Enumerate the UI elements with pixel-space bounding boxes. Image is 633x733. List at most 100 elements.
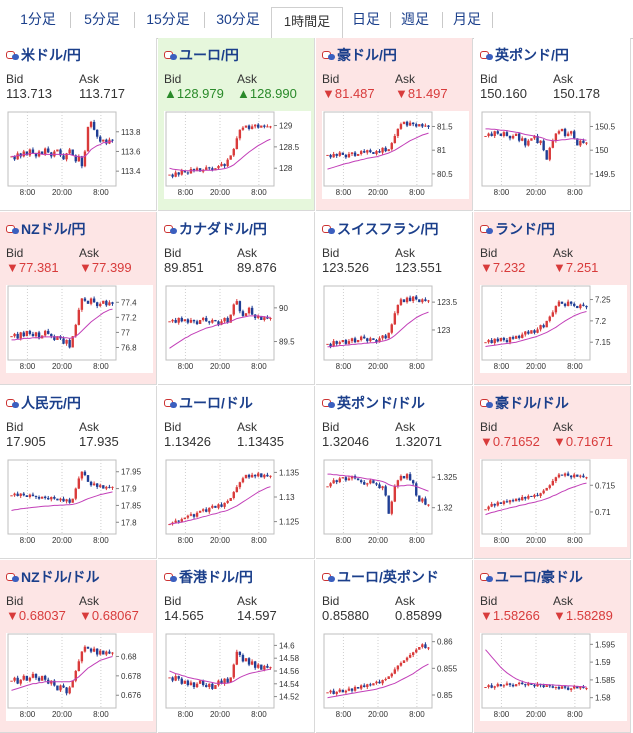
pair-name: 英ポンド/円 (495, 47, 569, 63)
pair-title-link[interactable]: NZドル/円 (6, 219, 86, 239)
candle-body (223, 163, 226, 167)
pair-title-link[interactable]: 香港ドル/円 (164, 567, 253, 587)
bid-value: ▼81.487 (322, 86, 375, 101)
candle-body (372, 338, 375, 340)
candlestick-chart[interactable]: 0.715 0.71 8:00 20:00 8:00 (480, 459, 627, 547)
ask-label: Ask (395, 594, 416, 608)
ask-label: Ask (79, 72, 100, 86)
rate-panel[interactable]: カナダドル/円 Bid Ask 89.851 89.876 90 89.5 8:00 20:00… (158, 212, 315, 385)
pair-title-link[interactable]: NZドル/ドル (6, 567, 100, 587)
pair-title-link[interactable]: 英ポンド/円 (480, 45, 569, 65)
candle-body (338, 152, 341, 156)
candle-body (508, 683, 512, 685)
candle-body (514, 498, 518, 502)
x-tick-label: 8:00 (336, 362, 352, 371)
candlestick-chart[interactable]: 90 89.5 8:00 20:00 8:00 (164, 285, 311, 373)
rate-panel[interactable]: NZドル/円 Bid Ask ▼77.381 ▼77.399 77.4 77.2 77 76.8… (0, 212, 157, 385)
tab-1hour[interactable]: 1時間足 (271, 7, 343, 39)
candlestick-chart[interactable]: 0.86 0.855 0.85 8:00 20:00 8:00 (322, 633, 469, 721)
rate-panel[interactable]: ランド/円 Bid Ask ▼7.232 ▼7.251 7.25 7.2 7.15 8:00 20… (474, 212, 631, 385)
tab-daily[interactable]: 日足 (352, 11, 380, 27)
candle-body (105, 139, 108, 144)
pair-title-link[interactable]: スイスフラン/円 (322, 219, 438, 239)
rate-panel[interactable]: 香港ドル/円 Bid Ask 14.565 14.597 14.6 14.58 14.56 14… (158, 560, 315, 733)
pair-title-link[interactable]: 豪ドル/ドル (480, 393, 569, 413)
candle-body (375, 483, 378, 485)
x-tick-label: 8:00 (178, 536, 194, 545)
candle-body (22, 675, 25, 680)
moving-average-line (485, 311, 587, 347)
candle-body (332, 341, 335, 347)
candlestick-chart[interactable]: 7.25 7.2 7.15 8:00 20:00 8:00 (480, 285, 627, 373)
tab-weekly[interactable]: 週足 (401, 11, 429, 27)
candlestick-chart[interactable]: 123.5 123 8:00 20:00 8:00 (322, 285, 469, 373)
tab-15min[interactable]: 15分足 (146, 11, 190, 27)
pair-title-link[interactable]: 米ドル/円 (6, 45, 81, 65)
pair-title-link[interactable]: ユーロ/円 (164, 45, 239, 65)
pair-title-link[interactable]: ユーロ/ドル (164, 393, 253, 413)
candle-body (195, 683, 199, 687)
pair-title-link[interactable]: 豪ドル/円 (322, 45, 397, 65)
rate-panel[interactable]: 英ポンド/円 Bid Ask 150.160 150.178 150.5 150 149.5 8… (474, 38, 631, 211)
candle-body (183, 517, 187, 520)
rate-panel[interactable]: 米ドル/円 Bid Ask 113.713 113.717 113.8 113.6 113.4… (0, 38, 157, 211)
rate-panel[interactable]: スイスフラン/円 Bid Ask 123.526 123.551 123.5 123 8:00… (316, 212, 473, 385)
candlestick-chart[interactable]: 1.325 1.32 8:00 20:00 8:00 (322, 459, 469, 547)
rate-panel[interactable]: NZドル/ドル Bid Ask ▼0.68037 ▼0.68067 0.68 0.678 0.… (0, 560, 157, 733)
pair-title-link[interactable]: 人民元/円 (6, 393, 81, 413)
candle-body (174, 520, 177, 523)
candle-body (241, 655, 245, 662)
rate-panel[interactable]: 豪ドル/円 Bid Ask ▼81.487 ▼81.497 81.5 81 80.5 8:00 2… (316, 38, 473, 211)
ask-label: Ask (237, 246, 258, 260)
x-tick-label: 8:00 (494, 362, 510, 371)
moving-average-line (11, 491, 113, 511)
candle-body (490, 133, 493, 136)
candlestick-chart[interactable]: 129 128.5 128 8:00 20:00 8:00 (164, 111, 311, 199)
candle-body (554, 477, 558, 481)
candlestick-chart[interactable]: 1.595 1.59 1.585 1.58 8:00 20:00 8:00 (480, 633, 627, 721)
candle-body (332, 153, 335, 158)
candle-body (505, 683, 509, 686)
pair-title-link[interactable]: ユーロ/豪ドル (480, 567, 583, 587)
rate-panel[interactable]: 人民元/円 Bid Ask 17.905 17.935 17.95 17.9 17.85 17.… (0, 386, 157, 559)
candlestick-chart[interactable]: 150.5 150 149.5 8:00 20:00 8:00 (480, 111, 627, 199)
bid-value: 1.13426 (164, 434, 211, 449)
candlestick-chart[interactable]: 14.6 14.58 14.56 14.54 14.52 8:00 20:00 8:00 (164, 633, 311, 721)
candle-body (517, 335, 521, 338)
tab-5min[interactable]: 5分足 (84, 11, 120, 27)
rate-panel[interactable]: ユーロ/ドル Bid Ask 1.13426 1.13435 1.135 1.13 1.125… (158, 386, 315, 559)
candlestick-chart[interactable]: 1.135 1.13 1.125 8:00 20:00 8:00 (164, 459, 311, 547)
rate-panel[interactable]: ユーロ/英ポンド Bid Ask 0.85880 0.85899 0.86 0.855 0.8… (316, 560, 473, 733)
candlestick-chart[interactable]: 81.5 81 80.5 8:00 20:00 8:00 (322, 111, 469, 199)
x-tick-label: 20:00 (368, 188, 389, 197)
candle-body (548, 147, 551, 160)
pair-title-link[interactable]: カナダドル/円 (164, 219, 267, 239)
tab-1min[interactable]: 1分足 (20, 11, 56, 27)
candle-body (189, 682, 193, 686)
candle-body (86, 646, 90, 649)
tab-monthly[interactable]: 月足 (453, 11, 481, 27)
candlestick-chart[interactable]: 77.4 77.2 77 76.8 8:00 20:00 8:00 (6, 285, 153, 373)
rate-panel[interactable]: ユーロ/豪ドル Bid Ask ▼1.58266 ▼1.58289 1.595 1.59 1.… (474, 560, 631, 733)
pair-title-link[interactable]: ランド/円 (480, 219, 555, 239)
candlestick-chart[interactable]: 17.95 17.9 17.85 17.8 8:00 20:00 8:00 (6, 459, 153, 547)
candlestick-chart[interactable]: 113.8 113.6 113.4 8:00 20:00 8:00 (6, 111, 153, 199)
candlestick-chart[interactable]: 0.68 0.678 0.676 8:00 20:00 8:00 (6, 633, 153, 721)
rate-panel[interactable]: 豪ドル/ドル Bid Ask ▼0.71652 ▼0.71671 0.715 0.71 8:0… (474, 386, 631, 559)
pair-title-link[interactable]: ユーロ/英ポンド (322, 567, 439, 587)
y-tick-label: 17.8 (121, 518, 137, 527)
y-tick-label: 77 (121, 328, 130, 337)
x-tick-label: 8:00 (494, 188, 510, 197)
candle-body (405, 657, 409, 661)
tab-30min[interactable]: 30分足 (216, 11, 260, 27)
candle-body (263, 317, 266, 320)
rate-panel[interactable]: ユーロ/円 Bid Ask ▲128.979 ▲128.990 129 128.5 128 8:… (158, 38, 315, 211)
candle-body (28, 149, 32, 156)
candle-body (353, 152, 357, 156)
pair-title-link[interactable]: 英ポンド/ドル (322, 393, 425, 413)
rate-panel[interactable]: 英ポンド/ドル Bid Ask 1.32046 1.32071 1.325 1.32 8:00… (316, 386, 473, 559)
candle-body (43, 675, 47, 680)
candle-body (43, 148, 47, 155)
currency-flag-icon (6, 51, 19, 60)
candle-body (508, 500, 512, 503)
